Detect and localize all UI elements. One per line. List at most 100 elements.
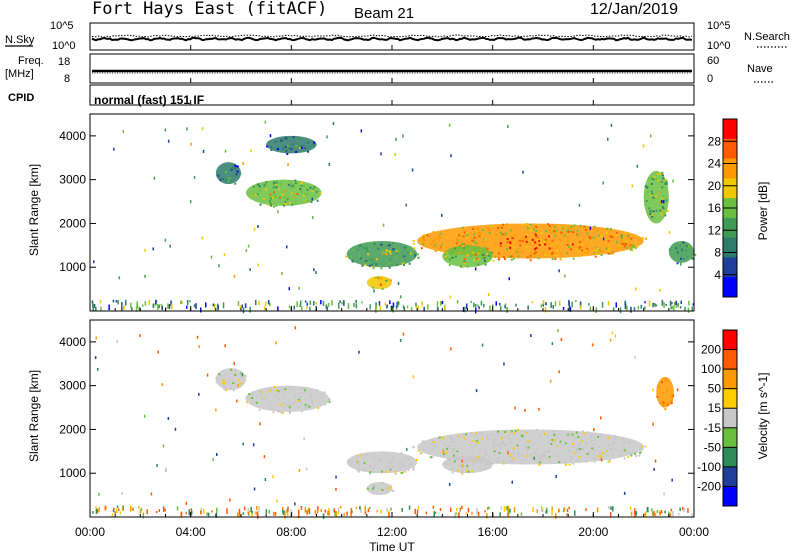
scatter-pixel xyxy=(236,165,239,168)
scatter-pixel xyxy=(659,201,662,204)
scatter-pixel xyxy=(369,471,372,474)
scatter-pixel xyxy=(410,306,413,311)
cpid-value: normal (fast) 151 IF xyxy=(94,93,204,107)
scatter-pixel xyxy=(681,249,684,252)
scatter-pixel xyxy=(551,430,554,433)
scatter-pixel xyxy=(370,258,373,261)
scatter-pixel xyxy=(395,252,398,255)
scatter-pixel xyxy=(529,229,532,232)
scatter-pixel xyxy=(644,306,646,310)
scatter-pixel xyxy=(506,248,509,251)
scatter-pixel xyxy=(599,451,601,453)
scatter-pixel xyxy=(472,227,475,230)
scatter-pixel xyxy=(116,508,118,514)
scatter-pixel xyxy=(388,461,391,464)
scatter-pixel xyxy=(466,467,468,470)
scatter-pixel xyxy=(533,456,535,460)
scatter-pixel xyxy=(241,373,244,377)
scatter-pixel xyxy=(242,442,244,446)
scatter-pixel xyxy=(406,247,409,250)
scatter-pixel xyxy=(471,469,474,472)
scatter-pixel xyxy=(566,513,568,516)
scatter-pixel xyxy=(589,226,592,230)
scatter-pixel xyxy=(521,239,524,242)
scatter-pixel xyxy=(586,442,589,445)
scatter-pixel xyxy=(357,460,360,463)
colorbar-segment xyxy=(723,466,737,487)
scatter-pixel xyxy=(505,232,508,235)
scatter-pixel xyxy=(576,448,579,451)
scatter-pixel xyxy=(549,379,552,383)
scatter-pixel xyxy=(444,305,446,310)
scatter-pixel xyxy=(544,307,547,313)
scatter-pixel xyxy=(421,301,423,307)
scatter-pixel xyxy=(536,509,538,513)
scatter-pixel xyxy=(158,509,160,512)
scatter-pixel xyxy=(467,470,470,473)
scatter-pixel xyxy=(607,250,610,253)
scatter-pixel xyxy=(655,304,658,307)
scatter-pixel xyxy=(448,123,451,127)
scatter-pixel xyxy=(558,442,561,445)
scatter-pixel xyxy=(507,505,510,512)
scatter-pixel xyxy=(200,507,202,514)
scatter-pixel xyxy=(529,259,532,262)
scatter-pixel xyxy=(594,255,597,258)
scatter-pixel xyxy=(131,307,133,311)
scatter-pixel xyxy=(237,379,240,381)
scatter-pixel xyxy=(558,238,561,241)
scatter-pixel xyxy=(461,505,463,510)
scatter-pixel xyxy=(494,243,497,246)
scatter-pixel xyxy=(251,397,254,399)
scatter-pixel xyxy=(167,303,169,309)
scatter-pixel xyxy=(593,436,596,439)
scatter-pixel xyxy=(595,307,597,313)
scatter-pixel xyxy=(365,247,368,249)
scatter-pixel xyxy=(442,448,445,451)
scatter-pixel xyxy=(644,445,647,448)
scatter-pixel xyxy=(633,307,636,311)
scatter-pixel xyxy=(150,492,153,496)
scatter-pixel xyxy=(297,406,300,409)
scatter-pixel xyxy=(661,299,664,306)
scatter-pixel xyxy=(281,411,284,414)
scatter-pixel xyxy=(403,261,406,264)
scatter-pixel xyxy=(274,195,277,198)
scatter-pixel xyxy=(576,458,579,461)
scatter-pixel xyxy=(560,252,563,255)
scatter-pixel xyxy=(373,467,375,470)
scatter-pixel xyxy=(654,513,657,517)
scatter-pixel xyxy=(438,236,441,238)
scatter-pixel xyxy=(583,446,586,449)
scatter-pixel xyxy=(364,468,367,471)
scatter-pixel xyxy=(592,452,595,455)
scatter-pixel xyxy=(236,399,238,403)
scatter-pixel xyxy=(402,305,405,309)
scatter-pixel xyxy=(382,481,384,484)
scatter-pixel xyxy=(222,379,225,382)
scatter-pixel xyxy=(112,299,115,303)
scatter-pixel xyxy=(375,307,377,313)
noise-right-label: N.Search xyxy=(744,31,790,43)
scatter-pixel xyxy=(540,242,543,245)
scatter-pixel xyxy=(540,231,543,234)
scatter-pixel xyxy=(361,301,363,304)
scatter-pixel xyxy=(547,223,550,226)
scatter-pixel xyxy=(477,304,479,308)
scatter-pixel xyxy=(389,462,392,464)
scatter-pixel xyxy=(631,184,634,188)
scatter-pixel xyxy=(308,508,311,514)
scatter-pixel xyxy=(362,246,365,249)
scatter-pixel xyxy=(286,404,289,406)
colorbar-tick-label: 12 xyxy=(708,223,722,237)
scatter-pixel xyxy=(356,248,359,251)
scatter-pixel xyxy=(138,506,140,509)
scatter-pixel xyxy=(571,301,573,308)
scatter-pixel xyxy=(555,229,558,232)
scatter-pixel xyxy=(168,304,171,309)
scatter-pixel xyxy=(260,396,263,399)
scatter-pixel xyxy=(294,502,296,506)
scatter-pixel xyxy=(421,447,424,450)
scatter-pixel xyxy=(578,203,581,207)
scatter-pixel xyxy=(273,191,275,194)
